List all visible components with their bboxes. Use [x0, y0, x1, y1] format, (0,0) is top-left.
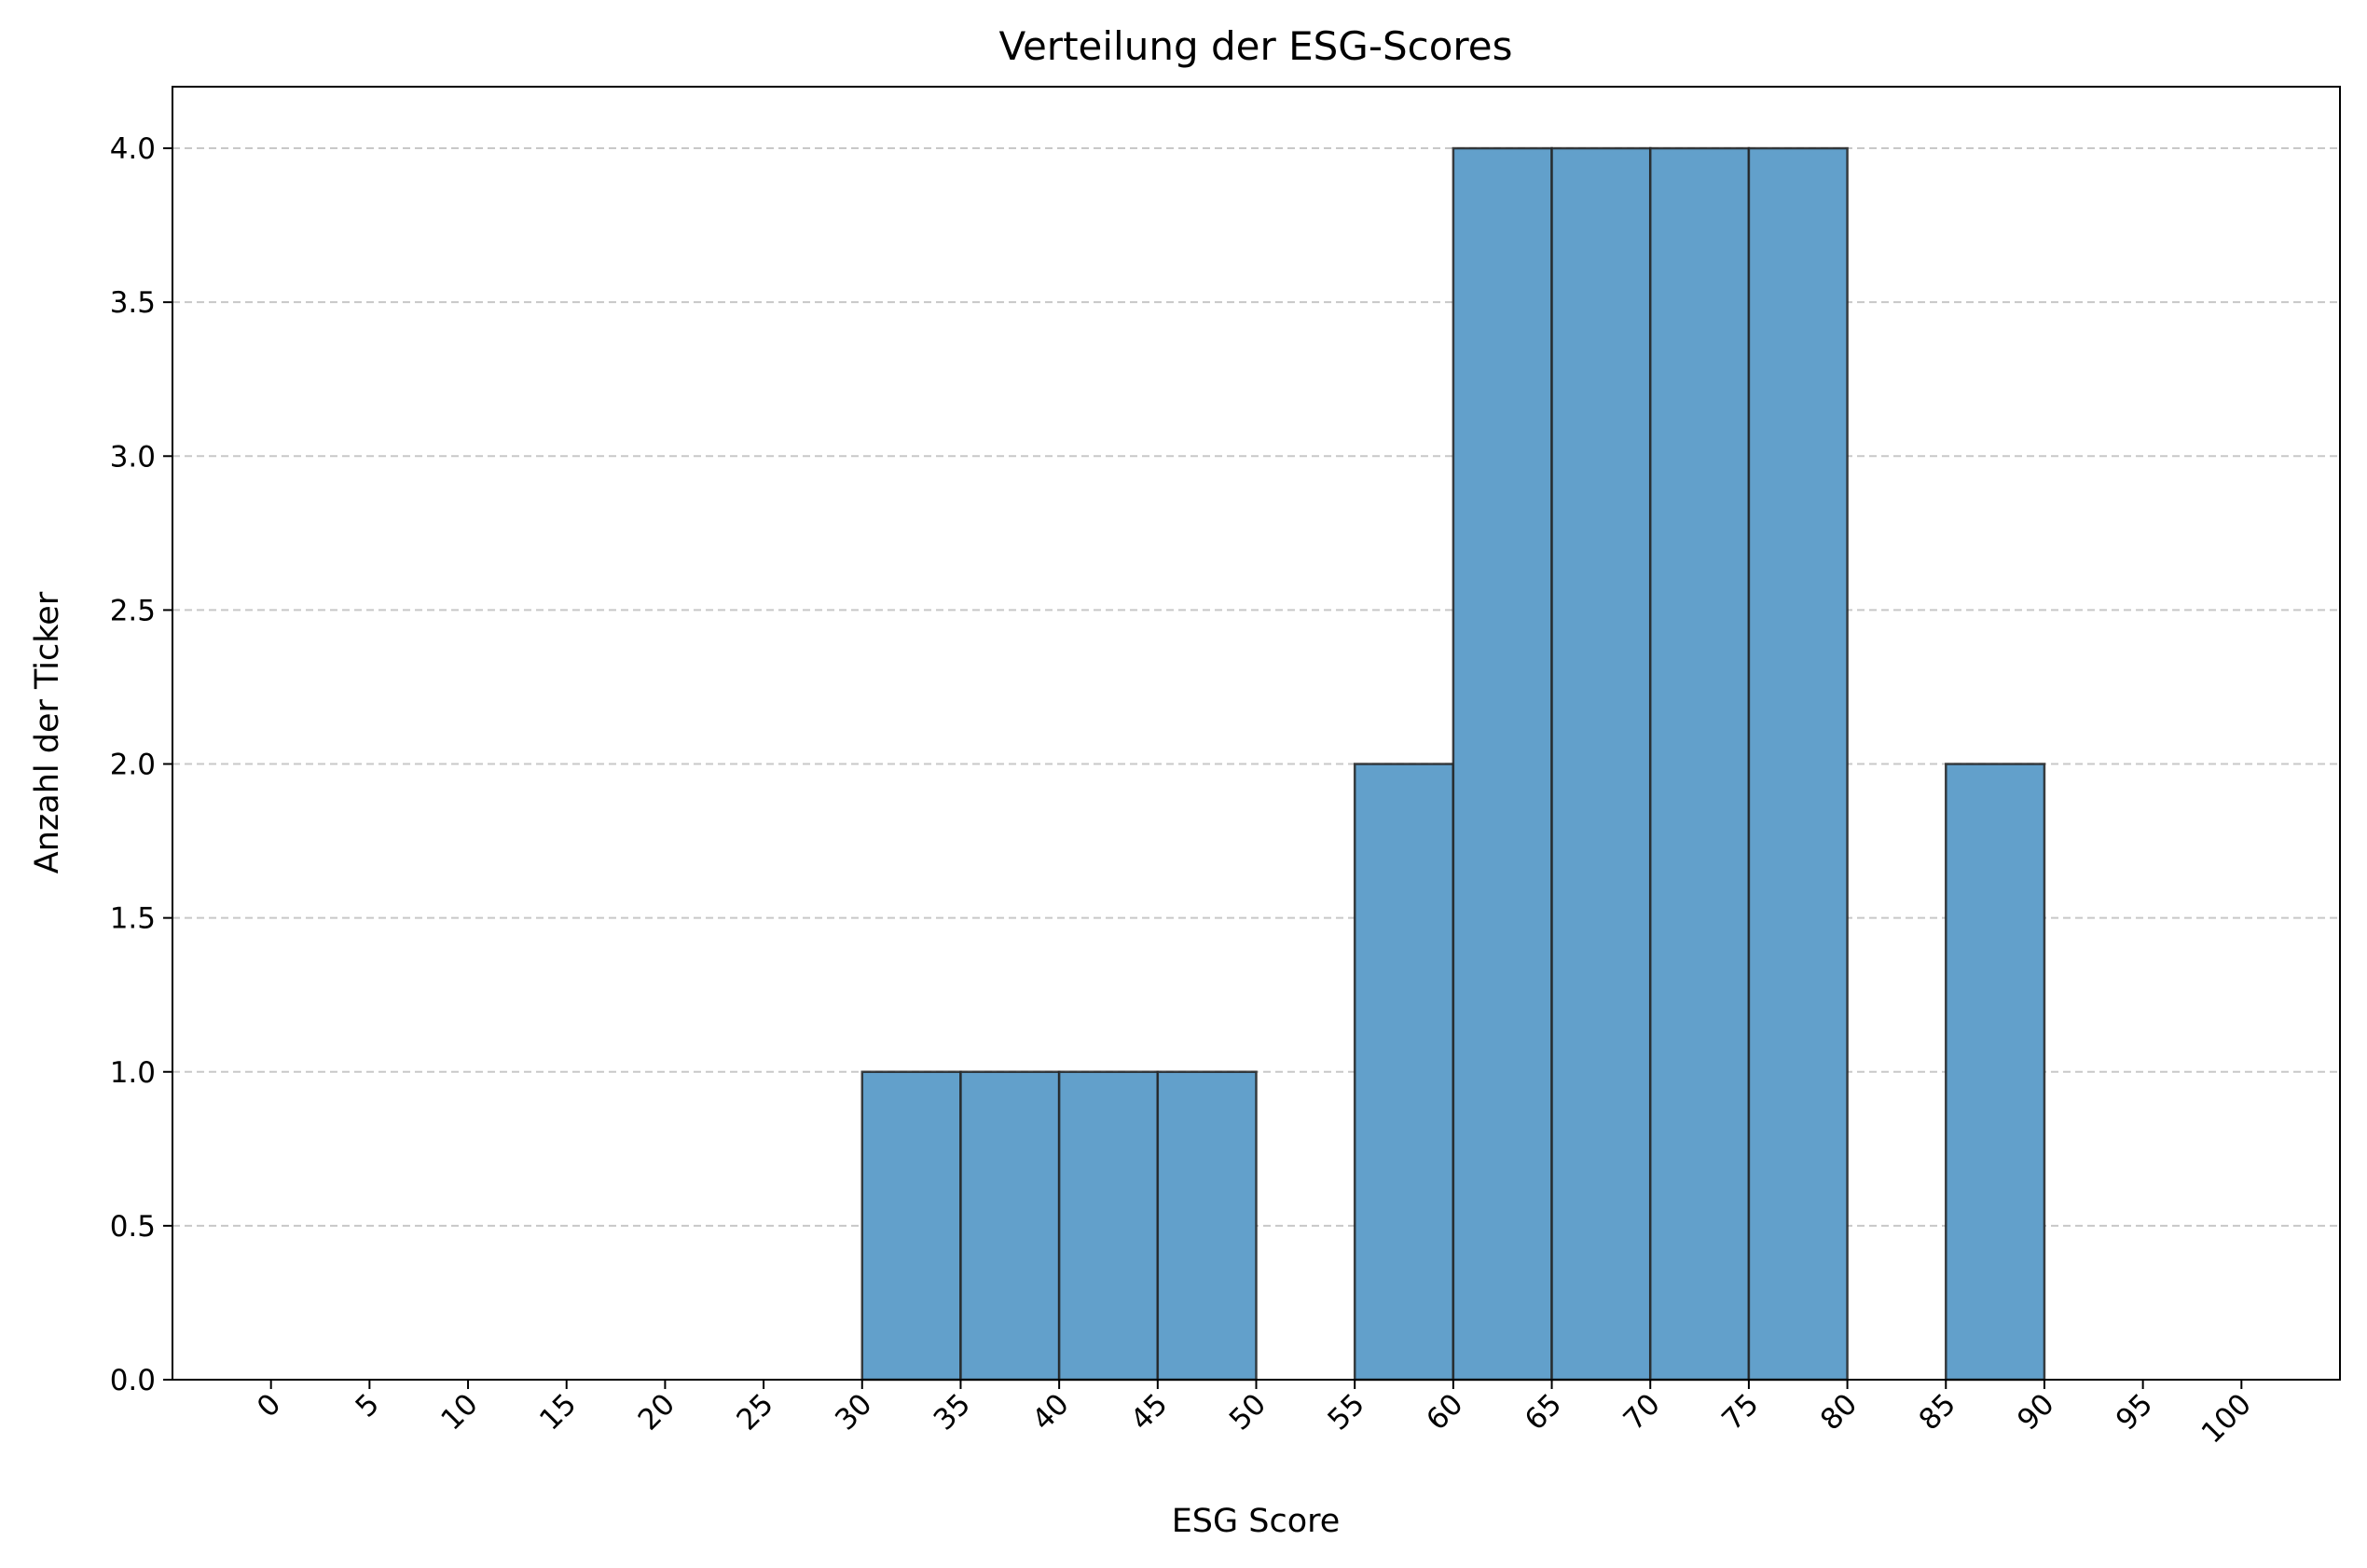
x-axis-label: ESG Score	[1172, 1503, 1341, 1540]
y-tick-label: 1.0	[110, 1056, 156, 1090]
y-tick-label: 4.0	[110, 132, 156, 166]
histogram-bar	[1452, 146, 1553, 1382]
y-tick-label: 0.5	[110, 1210, 156, 1244]
histogram-bar	[1156, 1070, 1258, 1382]
histogram-bar	[1550, 146, 1652, 1382]
histogram-bar	[860, 1070, 962, 1382]
y-axis-label: Anzahl der Ticker	[29, 591, 66, 873]
y-tick-label: 3.5	[110, 286, 156, 320]
histogram-bar	[959, 1070, 1061, 1382]
histogram-bar	[1945, 763, 2046, 1382]
y-tick-label: 3.0	[110, 440, 156, 474]
y-tick-label: 2.5	[110, 594, 156, 627]
histogram-bar	[1747, 146, 1849, 1382]
histogram-bars	[860, 146, 2046, 1382]
histogram-bar	[1353, 763, 1455, 1382]
y-tick-label: 1.5	[110, 902, 156, 936]
histogram-bar	[1648, 146, 1751, 1382]
histogram-bar	[1057, 1070, 1160, 1382]
chart-title: Verteilung der ESG-Scores	[998, 23, 1512, 69]
y-tick-label: 2.0	[110, 749, 156, 782]
y-axis-ticks: 0.0 0.5 1.0 1.5 2.0 2.5 3.0 3.5 4.0	[110, 132, 172, 1397]
y-tick-label: 0.0	[110, 1364, 156, 1397]
